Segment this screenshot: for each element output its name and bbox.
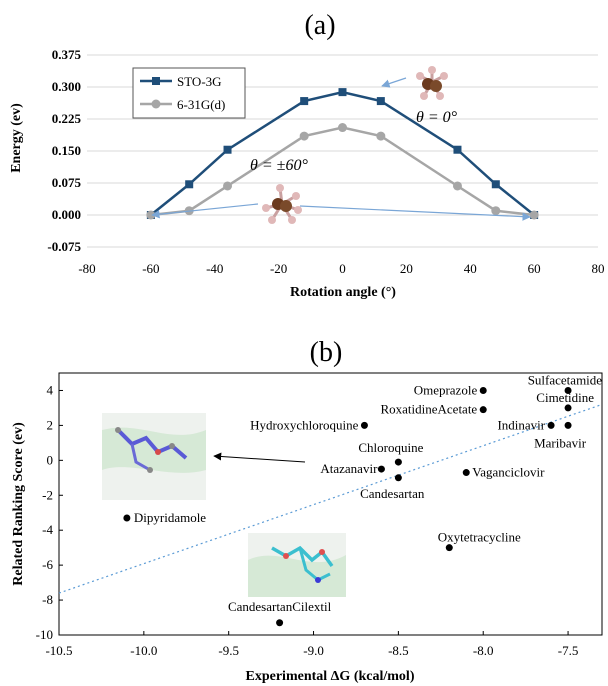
data-point-631g [300, 132, 309, 141]
panel-b-xtick-label: -9.0 [303, 643, 324, 658]
panel-a-ytick-label: 0.000 [52, 207, 81, 222]
scatter-point-label: Atazanavir [320, 461, 378, 476]
scatter-point-label: Indinavir [497, 417, 545, 432]
scatter-point-label: Cimetidine [536, 390, 594, 405]
data-point-631g [491, 206, 500, 215]
data-point-631g [530, 211, 539, 220]
scatter-point-label: Omeprazole [414, 382, 478, 397]
panel-b-ylabel: Related Ranking Score (ev) [11, 422, 26, 586]
panel-a-xtick-label: -60 [142, 261, 159, 276]
inset-image-candesartan-cilextil [248, 533, 346, 597]
panel-b-xlabel: Experimental ΔG (kcal/mol) [246, 669, 415, 684]
scatter-point-label: Oxytetracycline [438, 530, 521, 545]
data-point-sto3g [492, 180, 500, 188]
panel-b-xtick-label: -10.5 [45, 643, 72, 658]
scatter-point [446, 544, 453, 551]
panel-a-ytick-label: -0.075 [47, 239, 81, 254]
scatter-point [480, 387, 487, 394]
molecule-icon-staggered [262, 184, 302, 224]
scatter-point [463, 469, 470, 476]
data-point-sto3g [185, 180, 193, 188]
scatter-point [276, 619, 283, 626]
data-point-sto3g [453, 146, 461, 154]
inset-pointer-arrow [214, 456, 305, 462]
panel-b-xtick-label: -9.5 [218, 643, 239, 658]
panel-b-ytick-label: -4 [42, 522, 53, 537]
panel-a-tick-labels: -0.075 0.000 0.075 0.150 0.225 0.300 0.375 -80 -… [47, 47, 604, 276]
panel-a-ytick-label: 0.225 [52, 111, 82, 126]
panel-b-ytick-label: 2 [47, 417, 54, 432]
panel-b-label: (b) [310, 337, 343, 368]
scatter-point [565, 404, 572, 411]
chart-panel-a: (a) -0.075 0.000 0.075 0.150 0.225 0.300 0.375… [9, 10, 605, 300]
panel-b-ytick-label: -10 [36, 627, 53, 642]
molecule-icon-eclipsed [416, 66, 448, 100]
chart-panel-b: (b) -10 -8 -6 -4 -2 0 2 4 -10.5 -10.0 -9.5 -9.0 -8.5… [11, 337, 602, 684]
panel-a-xtick-label: -80 [78, 261, 95, 276]
scatter-point [123, 514, 130, 521]
panel-b-ytick-label: -2 [42, 487, 53, 502]
panel-b-ytick-label: -8 [42, 592, 53, 607]
panel-a-xtick-label: 60 [528, 261, 541, 276]
panel-b-ytick-label: 0 [47, 452, 54, 467]
data-point-sto3g [300, 97, 308, 105]
panel-a-legend: STO-3G 6-31G(d) [133, 68, 245, 118]
panel-a-ytick-label: 0.300 [52, 79, 81, 94]
scatter-point-label: RoxatidineAcetate [380, 402, 477, 417]
data-point-631g [453, 181, 462, 190]
scatter-point [548, 422, 555, 429]
panel-a-xtick-label: 40 [464, 261, 477, 276]
panel-b-xtick-label: -10.0 [130, 643, 157, 658]
data-point-sto3g [339, 88, 347, 96]
scatter-point [378, 466, 385, 473]
scatter-point [395, 459, 402, 466]
scatter-point-label: CandesartanCilextil [228, 599, 332, 614]
panel-a-xtick-label: 80 [592, 261, 605, 276]
legend-marker-sto3g [152, 77, 160, 85]
data-point-sto3g [224, 146, 232, 154]
scatter-point-label: Dipyridamole [134, 510, 206, 525]
panel-a-xtick-label: -20 [270, 261, 287, 276]
scatter-point [395, 474, 402, 481]
arrow-theta-sixty-left [152, 204, 258, 215]
panel-b-xtick-label: -8.5 [388, 643, 409, 658]
annotation-theta-zero: θ = 0° [416, 109, 458, 126]
data-point-631g [338, 123, 347, 132]
arrow-theta-zero [382, 78, 406, 86]
panel-b-xtick-label: -7.5 [558, 643, 579, 658]
scatter-point [361, 422, 368, 429]
panel-a-ylabel: Energy (ev) [9, 103, 24, 173]
inset-image-hydroxychloroquine [102, 413, 206, 500]
panel-a-xlabel: Rotation angle (°) [290, 285, 396, 300]
scatter-point-label: Vaganciclovir [472, 465, 545, 480]
legend-marker-631g [152, 100, 161, 109]
panel-a-ytick-label: 0.375 [52, 47, 82, 62]
panel-a-label: (a) [304, 10, 335, 41]
scatter-point-label: Chloroquine [358, 440, 423, 455]
panel-a-xtick-label: 0 [339, 261, 346, 276]
scatter-point-label: Maribavir [534, 435, 587, 450]
scatter-point-label: Sulfacetamide [528, 372, 603, 387]
panel-a-xtick-label: -40 [206, 261, 223, 276]
series-line-631g [151, 128, 534, 215]
annotation-theta-sixty: θ = ±60° [250, 157, 308, 174]
scatter-point [565, 422, 572, 429]
scatter-point-label: Candesartan [360, 486, 425, 501]
panel-b-xtick-label: -8.0 [473, 643, 494, 658]
panel-a-ytick-label: 0.075 [52, 175, 82, 190]
panel-a-xtick-label: 20 [400, 261, 413, 276]
panel-b-ytick-label: 4 [47, 382, 54, 397]
scatter-point-label: Hydroxychloroquine [250, 417, 359, 432]
panel-a-ytick-label: 0.150 [52, 143, 81, 158]
legend-label-631g: 6-31G(d) [177, 97, 225, 112]
scatter-point [480, 406, 487, 413]
data-point-631g [223, 181, 232, 190]
data-point-sto3g [377, 97, 385, 105]
panel-b-ytick-label: -6 [42, 557, 53, 572]
data-point-631g [376, 132, 385, 141]
legend-label-sto3g: STO-3G [177, 74, 222, 89]
